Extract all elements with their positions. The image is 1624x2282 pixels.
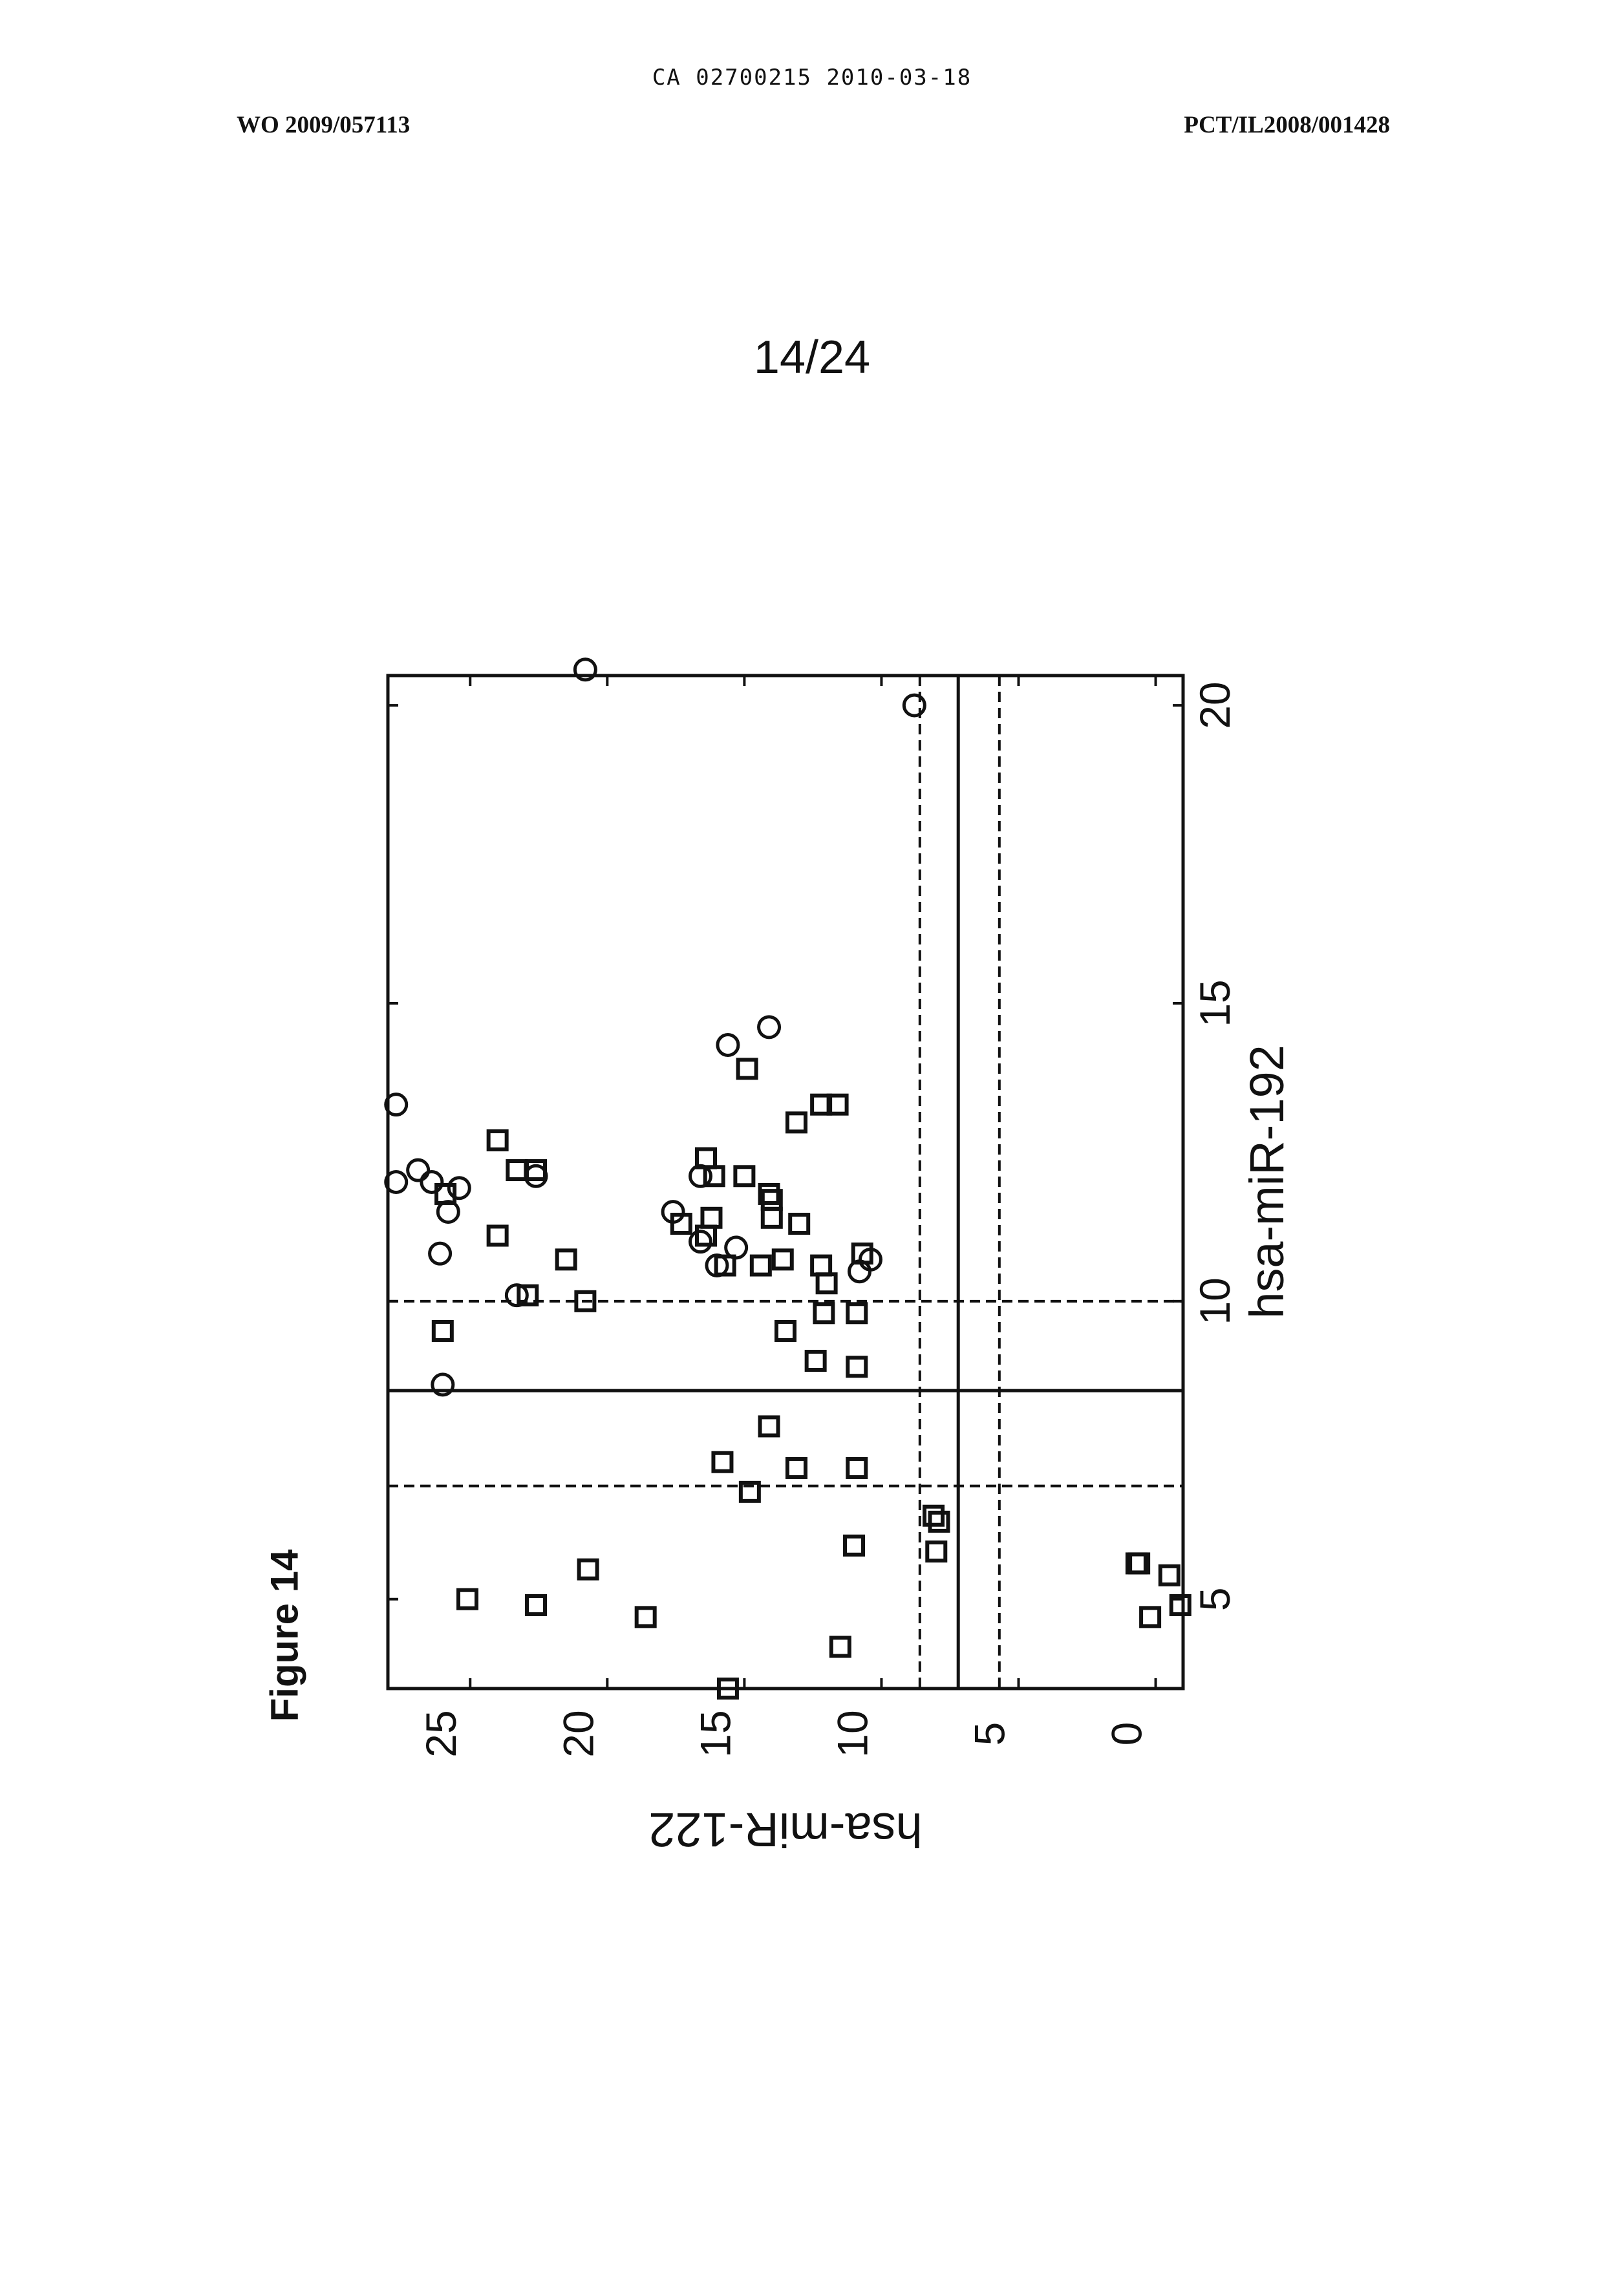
- square-data-point: [763, 1209, 781, 1227]
- y-tick-label: 20: [554, 1710, 602, 1757]
- circle-data-point: [422, 1172, 442, 1193]
- square-data-point: [812, 1257, 830, 1275]
- square-data-point: [787, 1113, 806, 1131]
- square-data-point: [815, 1304, 833, 1322]
- x-tick-label: 15: [1191, 979, 1239, 1027]
- square-data-point: [579, 1561, 597, 1579]
- square-data-point: [557, 1250, 575, 1268]
- axis-ticks: 5 10 15 20 0 5 10 15 20 25: [388, 676, 1239, 1758]
- reference-lines: [388, 676, 1183, 1689]
- square-data-point: [527, 1161, 545, 1179]
- square-data-point: [434, 1322, 452, 1340]
- square-data-point: [489, 1226, 507, 1244]
- square-data-point: [774, 1250, 792, 1268]
- square-data-point: [927, 1542, 945, 1561]
- y-tick-label: 15: [691, 1710, 739, 1757]
- circle-data-point: [430, 1243, 451, 1264]
- x-tick-label: 10: [1191, 1277, 1239, 1325]
- plot-frame: [388, 676, 1183, 1689]
- y-tick-label: 5: [966, 1722, 1014, 1746]
- y-tick-label: 25: [417, 1710, 465, 1757]
- square-data-point: [637, 1608, 655, 1626]
- circle-data-point: [449, 1178, 469, 1199]
- square-data-point: [924, 1507, 943, 1525]
- y-axis-label: hsa-miR-122: [648, 1803, 923, 1857]
- square-data-point: [702, 1209, 720, 1227]
- square-data-point: [848, 1459, 866, 1477]
- circle-data-point: [904, 695, 924, 716]
- square-data-point: [738, 1060, 756, 1078]
- circle-data-point: [718, 1034, 738, 1055]
- square-data-point: [508, 1161, 526, 1179]
- circle-data-point: [759, 1017, 780, 1038]
- square-data-point: [848, 1304, 866, 1322]
- square-data-point: [848, 1358, 866, 1376]
- square-data-point: [752, 1257, 770, 1275]
- square-data-point: [831, 1637, 849, 1656]
- y-tick-label: 10: [828, 1710, 876, 1757]
- square-data-point: [713, 1453, 731, 1471]
- square-data-point: [735, 1167, 753, 1185]
- square-data-point: [776, 1322, 795, 1340]
- x-axis-label: hsa-miR-192: [1240, 1045, 1294, 1319]
- circle-data-point: [408, 1160, 429, 1180]
- square-data-point: [458, 1590, 476, 1608]
- square-data-point: [807, 1352, 825, 1370]
- square-data-point: [760, 1417, 778, 1435]
- circle-data-point: [690, 1232, 711, 1252]
- square-data-point: [818, 1274, 836, 1292]
- x-tick-label: 20: [1191, 681, 1239, 729]
- square-data-point: [845, 1537, 863, 1555]
- x-tick-label: 5: [1191, 1587, 1239, 1611]
- square-data-point: [1160, 1566, 1179, 1584]
- square-data-point: [489, 1131, 507, 1149]
- square-data-point: [930, 1513, 948, 1531]
- square-data-point: [790, 1215, 808, 1233]
- square-data-point: [787, 1459, 806, 1477]
- y-tick-label: 0: [1103, 1722, 1151, 1746]
- data-points: [386, 659, 1190, 1698]
- square-data-point: [527, 1596, 545, 1614]
- square-data-point: [1141, 1608, 1159, 1626]
